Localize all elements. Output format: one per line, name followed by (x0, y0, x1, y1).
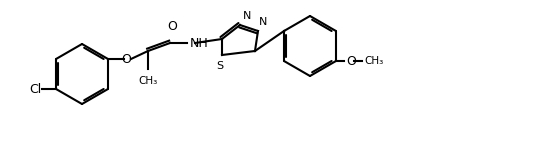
Text: Cl: Cl (29, 83, 41, 96)
Text: S: S (216, 61, 223, 71)
Text: CH₃: CH₃ (138, 76, 158, 86)
Text: O: O (121, 53, 131, 65)
Text: O: O (167, 20, 177, 33)
Text: NH: NH (190, 36, 209, 50)
Text: N: N (259, 17, 267, 27)
Text: CH₃: CH₃ (364, 56, 383, 66)
Text: O: O (346, 55, 356, 67)
Text: N: N (243, 11, 251, 21)
